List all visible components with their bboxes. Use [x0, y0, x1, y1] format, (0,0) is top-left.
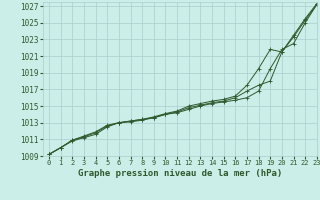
X-axis label: Graphe pression niveau de la mer (hPa): Graphe pression niveau de la mer (hPa) [78, 169, 282, 178]
